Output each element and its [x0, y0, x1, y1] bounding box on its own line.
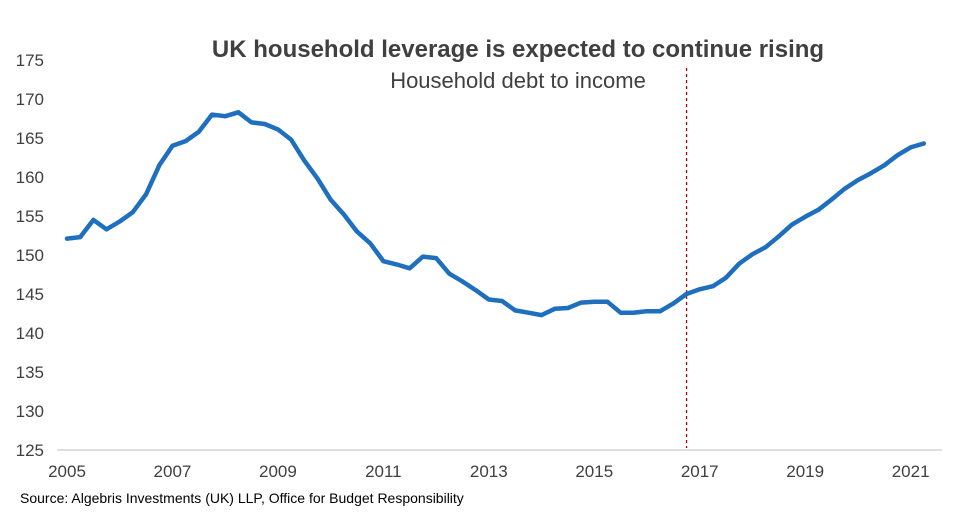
data-point [552, 306, 557, 311]
data-point [157, 163, 162, 168]
data-point [223, 114, 228, 119]
y-axis: 125 130 135 140 145 150 155 160 165 170 175 [16, 51, 44, 460]
y-tick-label: 160 [16, 168, 44, 187]
x-tick-label: 2015 [575, 462, 613, 481]
x-tick-label: 2017 [681, 462, 719, 481]
y-tick-label: 135 [16, 363, 44, 382]
data-point [434, 256, 439, 261]
data-point [763, 245, 768, 250]
y-tick-label: 165 [16, 129, 44, 148]
y-tick-label: 170 [16, 90, 44, 109]
data-point [249, 120, 254, 125]
data-point [803, 214, 808, 219]
data-point [750, 252, 755, 257]
data-point [170, 143, 175, 148]
x-tick-label: 2009 [259, 462, 297, 481]
y-tick-label: 150 [16, 246, 44, 265]
y-tick-label: 145 [16, 285, 44, 304]
data-point [328, 197, 333, 202]
data-point [816, 207, 821, 212]
data-point [394, 262, 399, 267]
y-tick-label: 130 [16, 402, 44, 421]
source-note: Source: Algebris Investments (UK) LLP, O… [20, 490, 464, 506]
x-tick-label: 2011 [365, 462, 402, 481]
x-tick-label: 2019 [786, 462, 824, 481]
data-point [78, 235, 83, 240]
data-point [183, 139, 188, 144]
data-point [236, 110, 241, 115]
data-point [117, 219, 122, 224]
data-point [776, 234, 781, 239]
data-point [460, 279, 465, 284]
data-point [275, 127, 280, 132]
data-point [368, 241, 373, 246]
data-point [513, 308, 518, 313]
data-point [539, 313, 544, 318]
data-points [65, 110, 926, 318]
data-point [210, 112, 214, 117]
data-point [882, 163, 887, 168]
series-line [64, 110, 927, 318]
chart-subtitle: Household debt to income [390, 68, 646, 93]
data-point [605, 299, 610, 304]
x-axis: 2005 2007 2009 2011 2013 2015 2017 2019 2021 [48, 462, 929, 481]
data-point [289, 137, 294, 142]
data-point [526, 310, 531, 315]
x-tick-label: 2013 [470, 462, 508, 481]
data-point [579, 300, 584, 305]
data-point [921, 141, 926, 146]
data-point [592, 299, 597, 304]
data-point [842, 186, 847, 191]
data-point [144, 192, 149, 197]
x-tick-label: 2021 [892, 462, 930, 481]
data-point [130, 210, 135, 215]
x-tick-label: 2005 [48, 462, 86, 481]
data-point [565, 306, 570, 310]
data-point [91, 217, 96, 222]
data-point [855, 178, 860, 183]
data-point [671, 301, 676, 306]
data-point [724, 275, 729, 280]
data-point [697, 287, 702, 292]
data-point [65, 236, 69, 241]
data-point [684, 292, 689, 296]
x-tick-label: 2007 [154, 462, 192, 481]
data-point [341, 212, 346, 217]
data-point [710, 284, 715, 289]
data-point [104, 227, 109, 232]
data-point [895, 153, 900, 158]
data-point [645, 309, 649, 314]
data-point [500, 299, 504, 303]
data-point [262, 122, 267, 126]
data-point [420, 254, 425, 259]
data-point [315, 176, 320, 181]
data-point [447, 271, 452, 276]
data-point [658, 309, 663, 314]
data-point [790, 222, 794, 227]
y-tick-label: 125 [16, 441, 44, 460]
data-point [355, 229, 359, 234]
data-point [196, 129, 201, 134]
data-point [618, 310, 623, 315]
data-point [302, 158, 307, 163]
data-point [407, 266, 412, 271]
data-point [829, 197, 834, 202]
data-point [908, 145, 913, 150]
data-point [473, 288, 478, 293]
y-tick-label: 175 [16, 51, 44, 70]
y-tick-label: 155 [16, 207, 44, 226]
y-tick-label: 140 [16, 324, 44, 343]
data-point [869, 171, 874, 176]
data-point [631, 310, 636, 315]
data-point [381, 259, 386, 264]
data-point [486, 297, 491, 302]
chart-title: UK household leverage is expected to con… [212, 36, 824, 63]
data-point [737, 261, 742, 266]
